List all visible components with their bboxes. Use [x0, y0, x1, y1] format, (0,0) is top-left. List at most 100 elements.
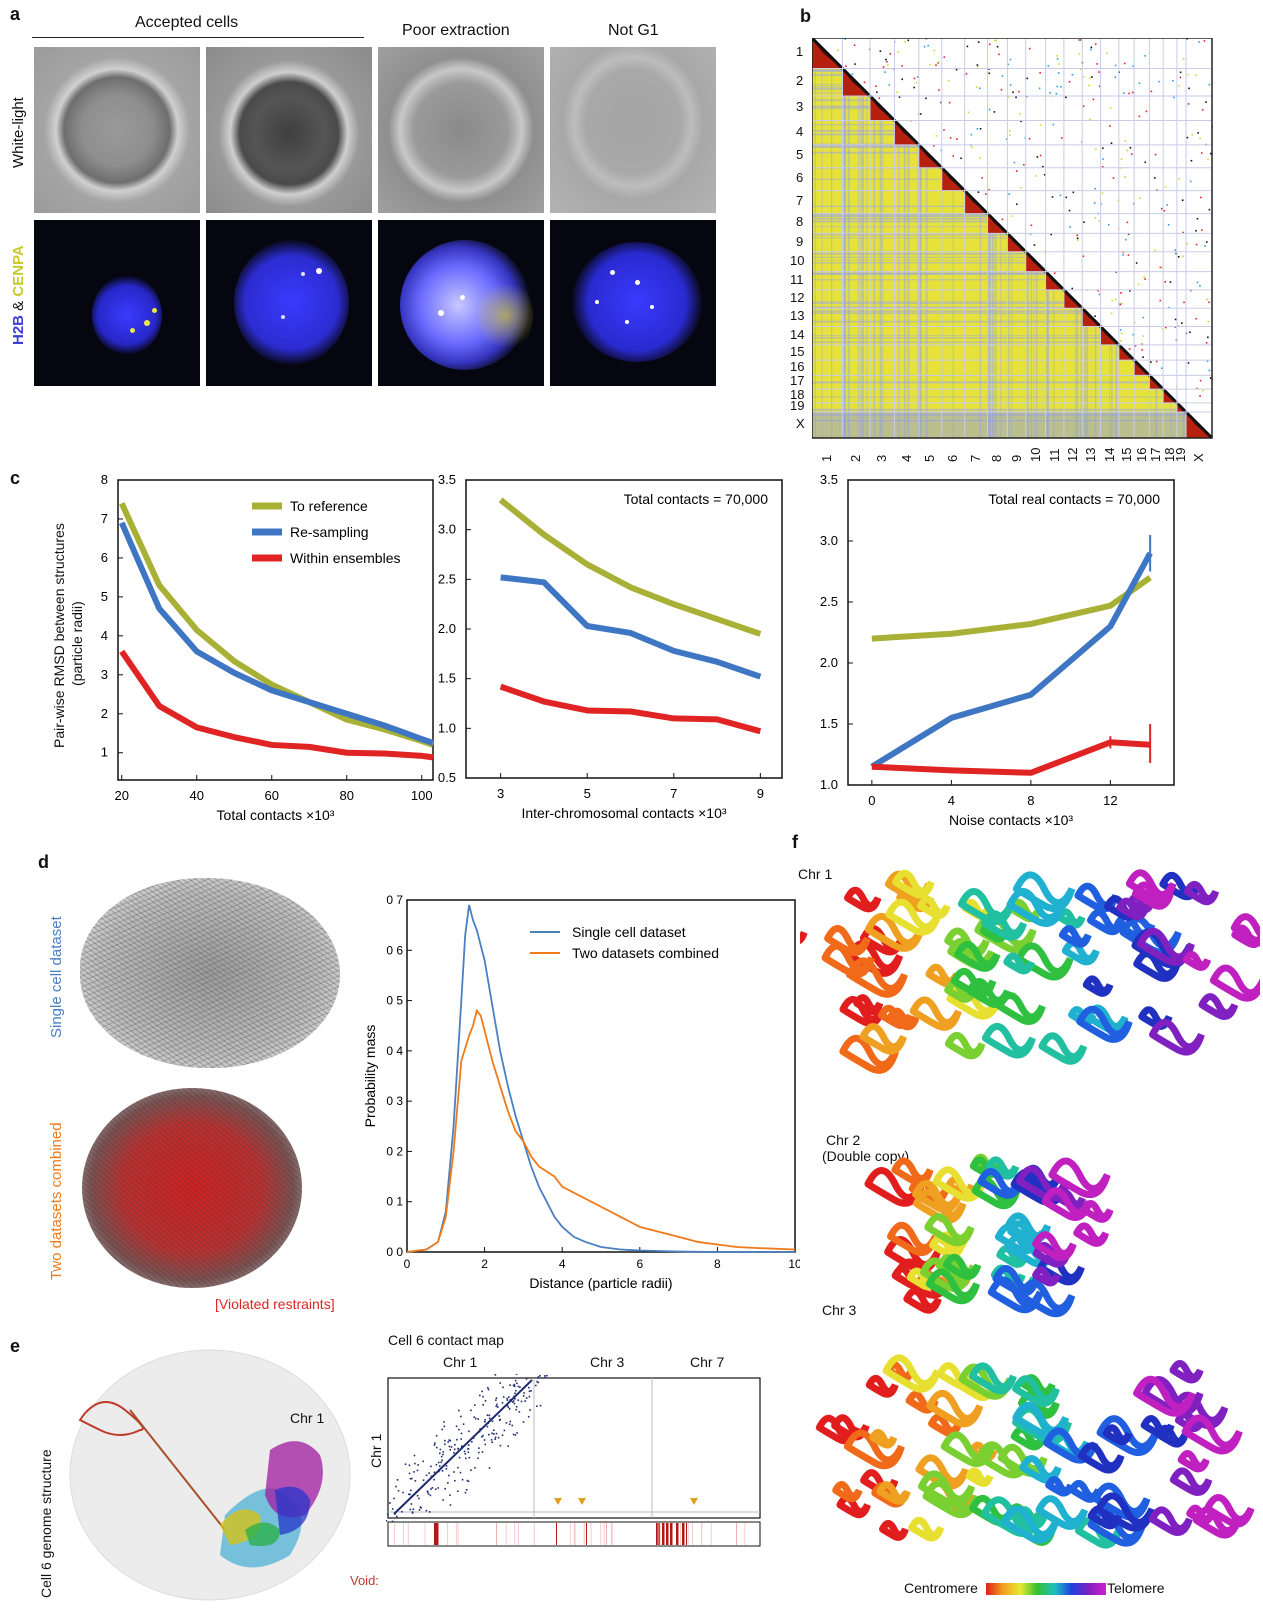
contact-dot [429, 1494, 432, 1497]
chr1-structure-label: Chr 1 [290, 1410, 325, 1426]
matrix-row-label: 2 [796, 73, 804, 89]
contact-dot [456, 1438, 458, 1441]
contact-dot [491, 1420, 494, 1423]
contact-dot [465, 1488, 468, 1491]
contact-dot [506, 1399, 509, 1401]
contact-dot [513, 1383, 516, 1386]
chromatin-segment [1003, 952, 1035, 975]
contact-dot [410, 1489, 412, 1492]
chromatin-segment [1231, 924, 1260, 949]
chromatin-segment [942, 1253, 982, 1280]
contact-dot [459, 1471, 462, 1474]
contact-dot [445, 1465, 448, 1467]
chromosome-structures [800, 869, 1260, 1549]
contact-dot [528, 1395, 531, 1398]
void-mark [736, 1523, 737, 1545]
y-tick-label: 6 [101, 550, 108, 565]
y-tick-label: 3.0 [820, 533, 838, 548]
contact-dot [447, 1441, 450, 1443]
y-tick-label: 1 [101, 745, 108, 760]
chromatin-segment [903, 1287, 942, 1314]
contact-dot [487, 1386, 489, 1389]
arrow-marker [690, 1498, 698, 1505]
void-mark [682, 1523, 685, 1545]
chromatin-segment [1138, 1006, 1173, 1030]
contact-dot [482, 1404, 484, 1406]
contact-dot [420, 1507, 422, 1509]
contact-dot [401, 1511, 403, 1513]
chromatin-segment [891, 1157, 934, 1186]
contact-dot [458, 1456, 461, 1459]
contact-dot [487, 1388, 490, 1391]
contact-dot [479, 1428, 481, 1430]
contact-dot [444, 1487, 446, 1490]
chromatin-segment [832, 1481, 863, 1503]
chromatin-segment [1004, 1212, 1052, 1244]
contact-dot [460, 1446, 463, 1448]
contact-dot [481, 1435, 483, 1438]
chromatin-segment [1000, 1505, 1060, 1544]
contact-dot [443, 1421, 445, 1423]
amp-label: & [10, 296, 27, 315]
void-mark [573, 1523, 575, 1545]
contact-dot [467, 1444, 470, 1446]
chr3-label-f: Chr 3 [822, 1302, 857, 1318]
contact-dot [528, 1390, 531, 1393]
x-axis-label: Distance (particle radii) [529, 1275, 672, 1291]
x-tick-label: 3 [497, 786, 504, 801]
contact-dot [507, 1406, 510, 1409]
chromatin-segment [940, 1431, 996, 1468]
contact-dot [467, 1480, 470, 1483]
void-mark [455, 1523, 457, 1545]
matrix-col-label: 12 [1065, 447, 1081, 462]
white-light-row-label: White-light [10, 97, 27, 168]
contact-dot [477, 1418, 480, 1420]
contact-dot [494, 1436, 497, 1439]
contact-dot [460, 1415, 462, 1418]
void-mark [603, 1523, 605, 1545]
chromatin-segment [1092, 1482, 1151, 1521]
chromatin-segment [1082, 975, 1114, 997]
chromatin-segment [922, 1480, 981, 1519]
contact-dot [453, 1451, 455, 1454]
telomere-label: Telomere [1107, 1580, 1165, 1596]
chromatin-segment [908, 1516, 945, 1542]
chart-note: Total contacts = 70,000 [624, 491, 769, 507]
contact-dot [438, 1469, 440, 1471]
contact-dot [465, 1457, 467, 1460]
contact-dot [409, 1493, 411, 1496]
chromatin-segment [1183, 880, 1220, 906]
contact-dot [414, 1480, 417, 1482]
contact-dot [513, 1395, 515, 1398]
contact-dot [391, 1508, 394, 1510]
chromatin-segment [1015, 942, 1074, 981]
rmsd-chart-2: 3 5 7 9 0.5 1.0 1.5 2.0 2.5 3.0 3.5 Inter-chromosom… [438, 472, 783, 821]
contact-dot [434, 1488, 437, 1490]
chromatin-segment [1203, 1494, 1255, 1528]
x-tick-label: 12 [1103, 793, 1117, 808]
chromatin-segment [1043, 1427, 1099, 1464]
chromatin-segment [886, 1007, 920, 1031]
contact-dot [523, 1392, 525, 1394]
matrix-col-label: 11 [1046, 448, 1062, 463]
contact-dot [431, 1487, 434, 1489]
y-tick-label: 0 0 [386, 1245, 403, 1259]
contact-dot [484, 1421, 486, 1423]
void-mark [394, 1523, 395, 1545]
contact-dot [418, 1497, 420, 1500]
void-mark [505, 1523, 507, 1545]
contact-dot [514, 1434, 517, 1436]
contact-dot [408, 1493, 410, 1496]
white-light-cell-4 [550, 47, 716, 213]
accepted-cells-underline [32, 37, 364, 38]
contact-dot [477, 1457, 479, 1459]
chromatin-segment [876, 1481, 911, 1505]
contact-dot [458, 1409, 460, 1412]
void-mark [496, 1523, 497, 1545]
chromatin-segment [1056, 908, 1086, 929]
map-frame [387, 1377, 761, 1519]
contact-dot [472, 1437, 475, 1439]
map-row-chr1: Chr 1 [368, 1433, 384, 1468]
contact-dot [470, 1409, 472, 1412]
y-tick-label: 8 [101, 472, 108, 487]
